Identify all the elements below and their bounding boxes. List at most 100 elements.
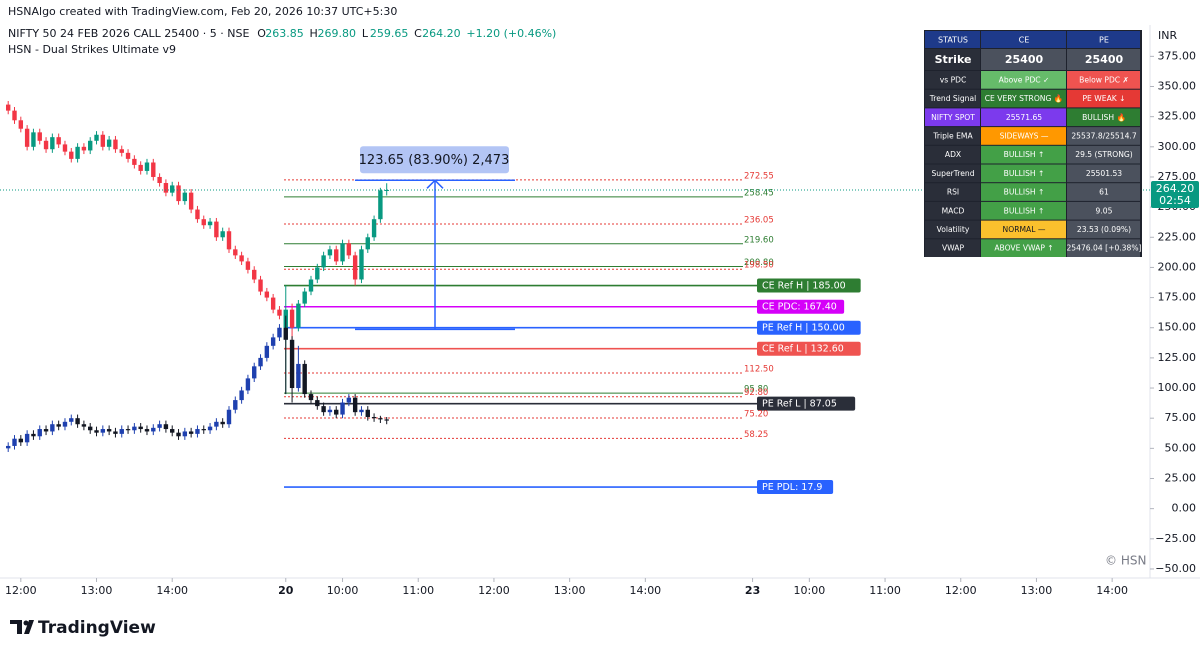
- level-label: 95.80: [744, 385, 768, 395]
- candle-body: [151, 427, 156, 432]
- y-tick-label: 225.00: [1158, 230, 1197, 243]
- y-tick-label: 0.00: [1172, 502, 1197, 515]
- candle-body: [258, 357, 263, 367]
- table-cell: [1067, 31, 1140, 48]
- candle-body: [296, 303, 301, 328]
- candle-body: [302, 291, 307, 304]
- y-tick-label: 350.00: [1158, 80, 1197, 93]
- candle-body: [214, 221, 219, 238]
- candle-body: [340, 402, 345, 415]
- y-tick-label: 175.00: [1158, 291, 1197, 304]
- table-cell: [1067, 127, 1140, 145]
- candle-body: [214, 421, 219, 427]
- candle-body: [308, 279, 314, 292]
- y-tick-label: 200.00: [1158, 260, 1197, 273]
- table-cell: [1067, 201, 1140, 220]
- table-cell: [925, 31, 980, 48]
- candle-body: [6, 445, 11, 449]
- candle-body: [69, 418, 74, 422]
- x-tick-label: 12:00: [945, 584, 977, 597]
- candle-body: [226, 409, 232, 425]
- candle-body: [352, 397, 358, 413]
- table-cell: [925, 108, 980, 127]
- level-label: 258.45: [744, 188, 774, 198]
- table-cell: [981, 49, 1066, 70]
- table-cell-text: BULLISH ↑: [1004, 169, 1045, 178]
- candle-body: [195, 209, 200, 220]
- candle-body: [283, 327, 288, 340]
- y-tick-label: 150.00: [1158, 321, 1197, 334]
- candle-body: [151, 162, 156, 177]
- x-tick-label: 14:00: [1096, 584, 1128, 597]
- table-cell: [1067, 239, 1140, 257]
- y-tick-label: −50.00: [1155, 562, 1196, 575]
- candle-body: [182, 192, 188, 202]
- price-change: +1.20 (+0.46%): [466, 27, 556, 40]
- candle-body: [176, 185, 181, 202]
- candle-body: [31, 433, 36, 437]
- table-cell-text: BULLISH ↑: [1004, 206, 1045, 215]
- table-cell: [925, 89, 980, 108]
- candle-body: [31, 132, 36, 147]
- table-cell-text: PE: [1099, 36, 1109, 45]
- table-cell-text: VWAP: [942, 244, 964, 253]
- logo-text: TradingView: [38, 618, 156, 638]
- candle-body: [50, 137, 55, 150]
- table-cell-text: CE VERY STRONG 🔥: [985, 94, 1064, 103]
- candle-body: [157, 424, 162, 428]
- table-cell-text: 29.5 (STRONG): [1075, 150, 1133, 159]
- candle-body: [94, 430, 99, 433]
- level-label: 200.80: [744, 258, 774, 268]
- candle-body: [144, 162, 150, 171]
- candle-body: [18, 438, 24, 443]
- candle-body: [176, 432, 181, 437]
- candle-body: [315, 267, 320, 280]
- table-cell-text: NORMAL —: [1003, 225, 1046, 234]
- candle-body: [188, 192, 194, 210]
- table-cell-text: Above PDC ✓: [999, 75, 1050, 84]
- table-cell-text: CE: [1019, 36, 1030, 45]
- level-tag-label: CE Ref L | 132.60: [762, 344, 844, 355]
- table-cell: [925, 201, 980, 220]
- y-tick-label: 300.00: [1158, 140, 1197, 153]
- candle-body: [12, 438, 17, 446]
- candle-body: [170, 429, 175, 433]
- table-cell-text: MACD: [942, 206, 965, 215]
- x-tick-label: 12:00: [5, 584, 37, 597]
- table-cell-text: ADX: [945, 150, 961, 159]
- candle-body: [81, 146, 87, 151]
- candle-body: [188, 431, 194, 434]
- candle-body: [302, 363, 307, 395]
- y-tick-label: 100.00: [1158, 381, 1197, 394]
- x-tick-label: 14:00: [629, 584, 661, 597]
- candle-body: [138, 164, 143, 171]
- x-tick-label: 10:00: [794, 584, 826, 597]
- table-cell-text: 25400: [1005, 53, 1044, 66]
- candle-body: [226, 231, 232, 250]
- candle-body: [163, 183, 169, 193]
- logo-dot: [23, 620, 29, 626]
- level-tag: [757, 480, 834, 495]
- level-label: 112.50: [744, 364, 774, 374]
- candle-body: [125, 152, 131, 159]
- table-cell-text: 25476.04 [+0.38%]: [1066, 244, 1141, 253]
- table-cell: [1067, 89, 1140, 108]
- table-cell: [981, 201, 1066, 220]
- candle-body: [100, 134, 106, 147]
- candle-body: [170, 185, 175, 193]
- table-cell-text: ABOVE VWAP ↑: [994, 244, 1053, 253]
- x-tick-label: 14:00: [156, 584, 188, 597]
- table-cell-text: Strike: [935, 53, 972, 66]
- candle-body: [100, 429, 106, 433]
- candle-body: [327, 409, 333, 413]
- candle-body: [37, 132, 42, 141]
- logo: TradingView: [10, 618, 156, 638]
- candle-body: [201, 219, 206, 226]
- table-cell: [1067, 71, 1140, 89]
- table-cell: [925, 127, 980, 145]
- candle-body: [321, 255, 326, 268]
- candle-body: [252, 366, 257, 379]
- candle-body: [315, 400, 320, 407]
- table-cell-text: 25400: [1085, 53, 1124, 66]
- level-tag: [757, 278, 861, 293]
